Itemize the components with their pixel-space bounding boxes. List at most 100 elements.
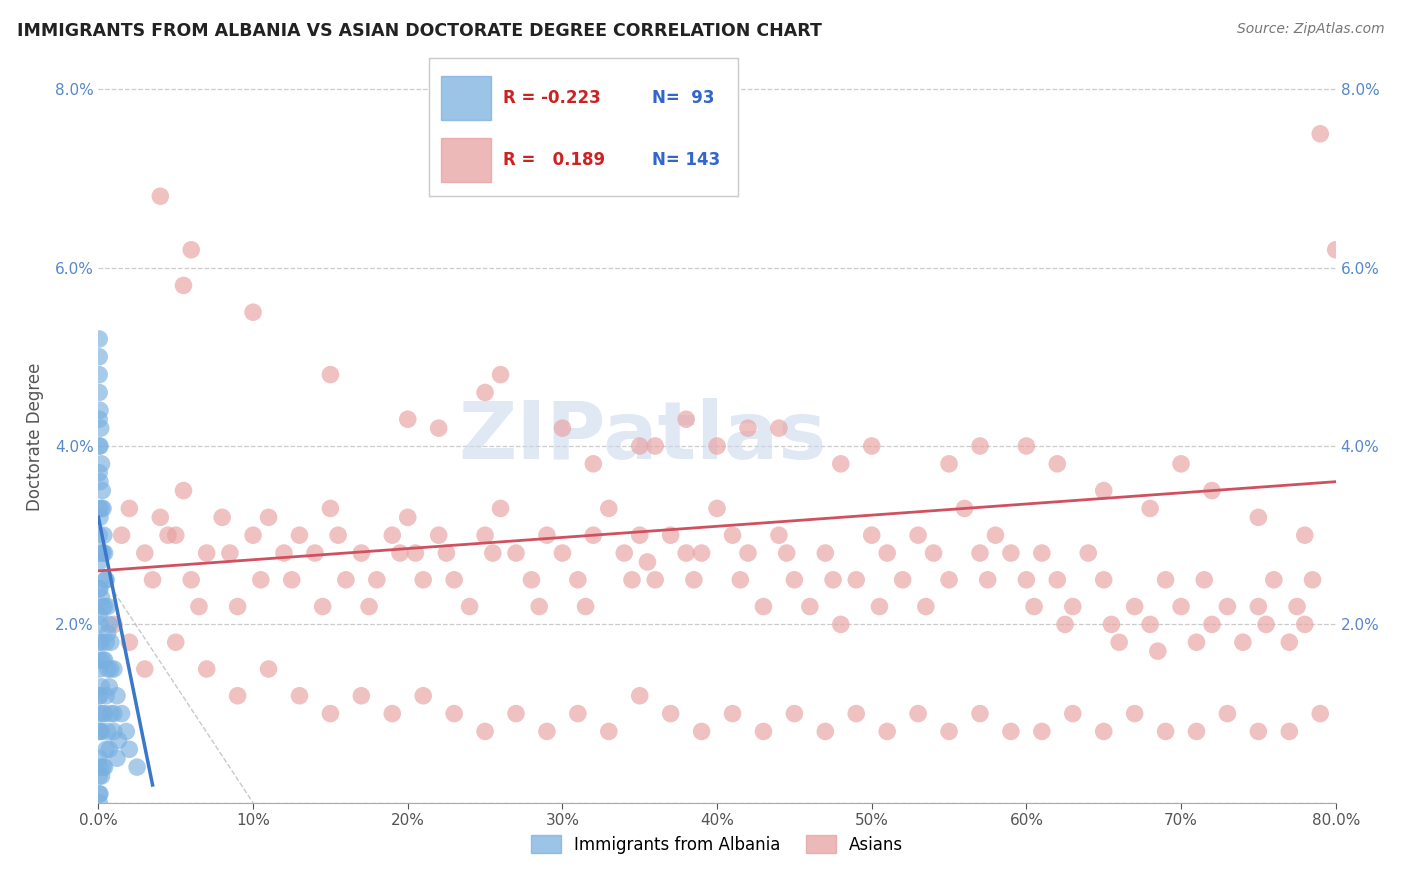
Point	[1294, 617, 1316, 632]
Point	[89, 769, 111, 783]
Point	[381, 528, 404, 542]
Point	[1099, 617, 1122, 632]
Point	[180, 243, 202, 257]
Point	[89, 439, 111, 453]
Point	[598, 724, 620, 739]
Point	[381, 706, 404, 721]
Point	[1000, 724, 1022, 739]
Point	[536, 528, 558, 542]
Point	[969, 546, 991, 560]
Point	[628, 528, 651, 542]
Point	[922, 546, 945, 560]
Point	[97, 626, 120, 640]
Point	[96, 635, 118, 649]
Point	[783, 573, 806, 587]
Point	[675, 546, 697, 560]
Point	[91, 706, 114, 721]
Point	[89, 555, 111, 569]
Point	[636, 555, 658, 569]
Point	[242, 305, 264, 319]
Point	[1054, 617, 1077, 632]
Point	[582, 528, 605, 542]
Point	[89, 689, 111, 703]
Point	[165, 528, 187, 542]
Point	[427, 528, 450, 542]
Point	[1000, 546, 1022, 560]
Point	[396, 412, 419, 426]
Point	[93, 599, 115, 614]
Point	[89, 546, 111, 560]
Point	[1216, 599, 1239, 614]
Text: Source: ZipAtlas.com: Source: ZipAtlas.com	[1237, 22, 1385, 37]
Point	[969, 706, 991, 721]
Point	[118, 742, 141, 756]
Point	[89, 332, 111, 346]
Point	[89, 510, 111, 524]
Point	[100, 706, 122, 721]
Point	[1263, 573, 1285, 587]
Point	[706, 501, 728, 516]
Point	[1194, 573, 1216, 587]
Point	[984, 528, 1007, 542]
Point	[90, 724, 112, 739]
Point	[89, 796, 111, 810]
Point	[180, 573, 202, 587]
Point	[89, 653, 111, 667]
Point	[845, 573, 868, 587]
Point	[1139, 617, 1161, 632]
Point	[536, 724, 558, 739]
Point	[149, 510, 172, 524]
Point	[977, 573, 1000, 587]
Point	[103, 724, 125, 739]
Point	[89, 475, 111, 489]
Text: ZIPatlas: ZIPatlas	[458, 398, 827, 476]
Point	[907, 528, 929, 542]
Point	[1185, 724, 1208, 739]
Point	[721, 528, 744, 542]
Point	[1170, 457, 1192, 471]
Point	[567, 706, 589, 721]
Point	[582, 457, 605, 471]
Point	[91, 483, 114, 498]
Point	[195, 662, 218, 676]
Point	[90, 680, 112, 694]
Point	[93, 760, 115, 774]
Point	[628, 439, 651, 453]
Point	[1154, 573, 1177, 587]
Point	[396, 510, 419, 524]
Point	[830, 457, 852, 471]
Point	[575, 599, 598, 614]
Point	[1092, 483, 1115, 498]
Point	[1302, 573, 1324, 587]
Point	[1185, 635, 1208, 649]
Point	[405, 546, 427, 560]
Point	[96, 742, 118, 756]
Point	[93, 546, 115, 560]
Point	[103, 617, 125, 632]
Point	[91, 501, 114, 516]
Text: R = -0.223: R = -0.223	[503, 89, 600, 107]
Point	[89, 635, 111, 649]
Point	[1062, 706, 1084, 721]
Point	[1108, 635, 1130, 649]
Point	[953, 501, 976, 516]
Point	[1170, 599, 1192, 614]
Point	[107, 733, 129, 747]
Point	[257, 510, 280, 524]
Point	[683, 573, 706, 587]
Point	[1324, 243, 1347, 257]
Point	[1286, 599, 1309, 614]
Point	[551, 421, 574, 435]
Point	[520, 573, 543, 587]
Point	[551, 546, 574, 560]
Point	[443, 573, 465, 587]
Point	[89, 403, 111, 417]
Point	[1216, 706, 1239, 721]
Point	[481, 546, 505, 560]
Point	[157, 528, 180, 542]
Point	[529, 599, 551, 614]
Point	[90, 546, 112, 560]
Point	[1031, 546, 1053, 560]
Bar	[441, 76, 491, 120]
Point	[97, 662, 120, 676]
